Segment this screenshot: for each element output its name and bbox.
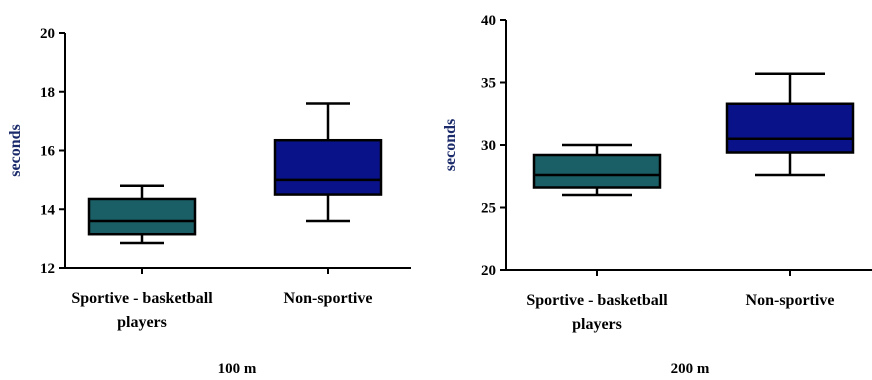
y-tick-label: 14 [40, 202, 56, 218]
x-category-label: players [572, 316, 622, 333]
x-category-label: Non-sportive [746, 292, 835, 309]
panel-100m: 12 14 16 18 20 seconds Sportive - basketball pl… [7, 26, 411, 377]
y-tick-label: 25 [481, 201, 496, 217]
y-axis-title: seconds [442, 119, 459, 171]
y-tick-label: 12 [40, 261, 55, 277]
y-tick-label: 16 [40, 144, 56, 160]
box-sportive [532, 143, 662, 197]
iqr-box [273, 138, 383, 196]
x-category-label: players [117, 314, 167, 331]
y-tick-label: 20 [481, 263, 496, 279]
y-tick-label: 40 [481, 13, 496, 29]
x-category-label: Non-sportive [284, 290, 373, 307]
y-tick-label: 30 [481, 138, 496, 154]
panel-200m: 20 25 30 35 40 seconds Sportive - basketball pl… [442, 13, 872, 377]
panel-title: 200 m [671, 361, 710, 377]
iqr-box [532, 153, 662, 189]
x-category-label: Sportive - basketball [71, 290, 213, 307]
y-tick-label: 20 [40, 26, 55, 42]
box-non-sportive [273, 102, 383, 223]
y-axis-title: seconds [7, 124, 24, 176]
panel-title: 100 m [218, 361, 257, 377]
box-non-sportive [725, 72, 855, 177]
iqr-box [725, 102, 855, 154]
box-sportive [87, 184, 197, 245]
y-tick-label: 35 [481, 76, 496, 92]
y-tick-label: 18 [40, 85, 55, 101]
x-category-label: Sportive - basketball [526, 292, 668, 309]
iqr-box [87, 197, 197, 236]
